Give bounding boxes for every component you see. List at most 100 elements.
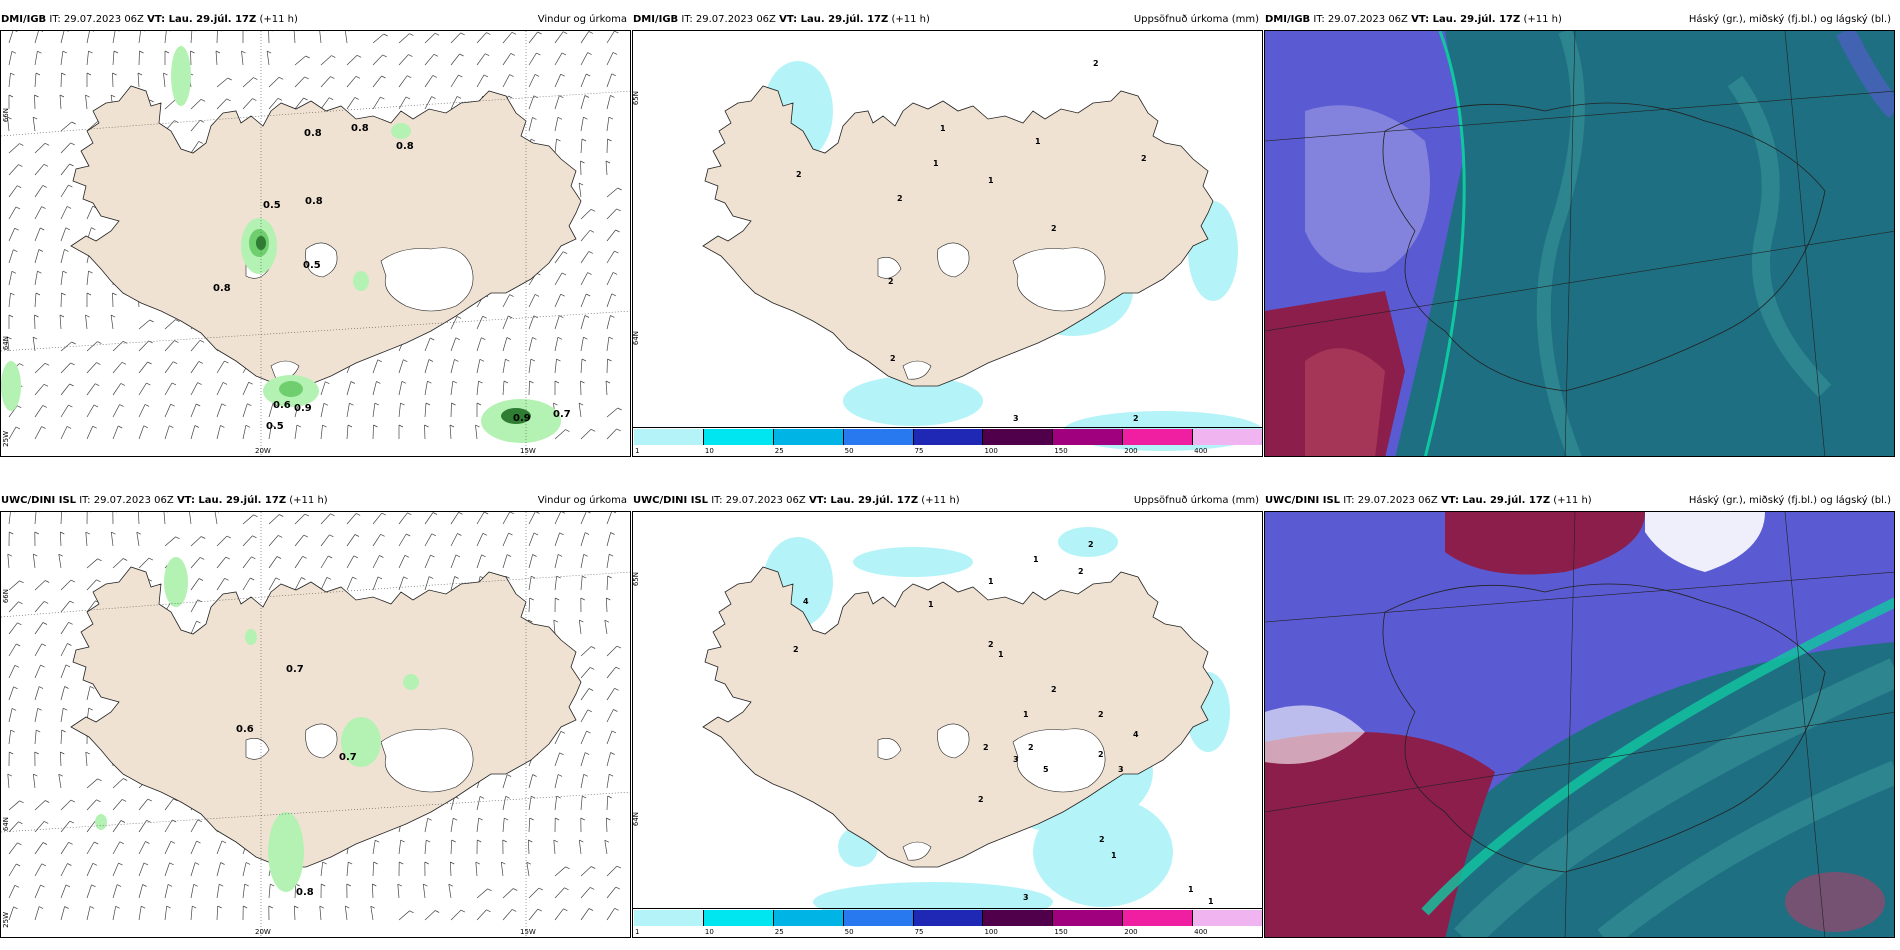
wind-barb-flag <box>45 800 50 803</box>
wind-barb <box>475 862 478 877</box>
wind-barb-flag <box>97 778 102 782</box>
wind-barb <box>476 512 485 525</box>
wind-barb <box>344 906 348 921</box>
precip-value: 0.6 <box>236 724 254 735</box>
wind-barb-flag <box>613 512 617 514</box>
wind-barb <box>216 382 224 396</box>
wind-barb <box>528 294 536 308</box>
wind-barb-flag <box>119 404 124 407</box>
wind-barb-flag <box>503 380 509 384</box>
map-area: 0.8 0.8 0.8 0.5 0.8 0.5 0.8 0.6 0.9 0.5 … <box>0 30 631 457</box>
wind-barb-flag <box>532 554 537 557</box>
wind-barb <box>580 95 586 110</box>
map-area <box>1264 511 1895 938</box>
wind-barb-flag <box>174 340 179 343</box>
wind-barb-flag <box>15 426 21 430</box>
wind-barb-flag <box>530 358 536 362</box>
wind-barb <box>60 383 70 396</box>
wind-barb <box>606 554 610 569</box>
wind-barb <box>242 884 246 899</box>
wind-barb-flag <box>377 359 382 363</box>
wind-barb <box>528 512 536 525</box>
wind-barb <box>372 75 382 88</box>
wind-barb <box>163 73 166 88</box>
wind-barb <box>606 31 615 44</box>
wind-barb-flag <box>377 576 383 580</box>
wind-barb <box>110 315 114 330</box>
wind-barb <box>606 688 615 701</box>
wind-barb-flag <box>565 429 570 432</box>
wind-barb <box>60 686 65 701</box>
wind-barb-flag <box>557 116 563 120</box>
wind-barb <box>60 842 69 855</box>
map-area: 2 1 2 1 4 1 2 2 1 2 1 2 3 2 2 5 4 3 2 2 <box>632 511 1263 938</box>
valid-time: VT: Lau. 29.júl. 17Z <box>1440 495 1551 506</box>
wind-barb-flag <box>304 513 310 517</box>
wind-barb-flag <box>353 555 358 559</box>
wind-barb <box>449 861 452 877</box>
wind-barb <box>190 862 196 877</box>
wind-barb <box>502 380 505 396</box>
precip-values: 2 1 2 1 4 1 2 2 1 2 1 2 3 2 2 5 4 3 2 2 <box>793 540 1214 906</box>
wind-barb <box>34 664 41 679</box>
wind-barb <box>476 74 485 88</box>
wind-barb <box>606 358 608 374</box>
wind-barb <box>554 52 563 66</box>
wind-barb <box>502 909 513 921</box>
wind-barb-flag <box>68 404 73 408</box>
wind-barb <box>605 160 608 176</box>
wind-barb <box>580 160 582 176</box>
wind-barb <box>34 384 45 396</box>
wind-barb <box>476 554 482 569</box>
wind-barb-flag <box>326 576 332 580</box>
wind-barb-flag <box>453 817 458 821</box>
wind-barb <box>58 554 62 569</box>
wind-barb-flag <box>245 862 251 865</box>
wind-barb-flag <box>590 667 595 670</box>
wind-barb-flag <box>193 883 198 887</box>
wind-barb <box>554 576 558 591</box>
wind-barb-flag <box>608 336 614 340</box>
graticule <box>1 512 630 937</box>
wind-barb <box>164 819 173 833</box>
wind-barb-flag <box>65 227 70 231</box>
wind-barb <box>528 31 538 44</box>
wind-barb-flag <box>89 906 95 909</box>
wind-barb <box>86 271 89 286</box>
wind-barb <box>424 512 434 525</box>
wind-barb <box>242 425 247 440</box>
wind-barb-flag <box>17 842 22 846</box>
wind-barb-flag <box>450 861 455 865</box>
wind-barb <box>138 340 149 352</box>
wind-barb <box>554 554 559 569</box>
wind-barb-flag <box>451 402 456 406</box>
wind-barb-flag <box>58 773 63 777</box>
wind-barb-flag <box>319 905 324 909</box>
wind-barb <box>190 819 199 833</box>
wind-barb-flag <box>408 54 413 57</box>
wind-barb-flag <box>119 841 124 845</box>
wind-barb-flag <box>200 98 206 102</box>
precip-value: 0.7 <box>286 664 304 675</box>
wind-barb <box>476 533 484 547</box>
wind-barb-flag <box>565 866 570 870</box>
wind-barb-flag <box>16 643 21 647</box>
wind-barb-flag <box>481 337 486 341</box>
wind-barb-flag <box>221 840 227 844</box>
wind-barb-flag <box>170 403 175 407</box>
wind-barb-flag <box>588 31 593 34</box>
wind-barb-flag <box>431 533 436 537</box>
wind-barb-flag <box>294 905 299 909</box>
wind-barb <box>164 906 168 921</box>
wind-barb-flag <box>116 884 122 887</box>
wind-barb-flag <box>354 97 359 100</box>
valid-time: VT: Lau. 29.júl. 17Z <box>147 14 257 25</box>
wind-barb <box>190 425 196 440</box>
wind-barb <box>580 293 587 308</box>
lead-time: (+11 h) <box>289 495 328 506</box>
wind-barb-flag <box>423 883 428 887</box>
wind-barb <box>294 55 306 66</box>
wind-barb <box>8 51 13 66</box>
wind-barb-flag <box>276 556 282 559</box>
wind-barb-flag <box>97 341 102 344</box>
